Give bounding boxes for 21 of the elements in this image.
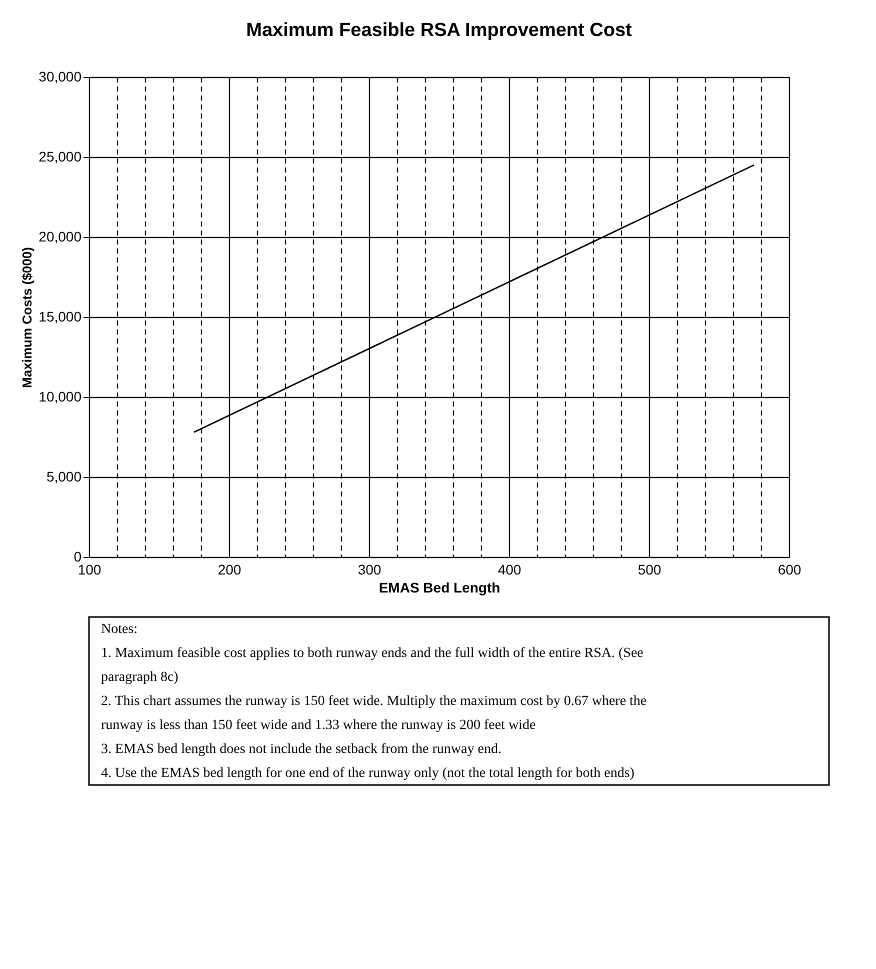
text: Notes: [101,622,138,637]
chart-title: Maximum Feasible RSA Improvement Cost [246,20,633,41]
x-tick-label: 300 [358,562,382,578]
y-axis-title: Maximum Costs ($000) [20,247,35,388]
text: 4. Use the EMAS bed length for one end of the runway only (not the total length for both ends) [101,766,635,781]
x-axis-title: EMAS Bed Length [378,580,500,596]
y-tick-label: 25,000 [38,148,82,164]
y-tick-label: 15,000 [38,308,82,324]
text: 1. Maximum feasible cost applies to both runway ends and the full width of the entire RSA. (See paragraph 8c) [101,646,644,685]
y-tick-label: 0 [74,548,82,564]
y-tick-label: 10,000 [38,388,82,404]
y-tick-label: 20,000 [38,228,82,244]
x-tick-label: 400 [498,562,522,578]
y-tick-label: 30,000 [38,68,82,84]
x-tick-label: 600 [778,562,802,578]
y-tick-label: 5,000 [46,468,82,484]
x-tick-label: 100 [78,562,102,578]
x-tick-label: 500 [638,562,662,578]
text: 3. EMAS bed length does not include the setback from the runway end. [101,742,502,757]
x-tick-label: 200 [218,562,242,578]
text: 2. This chart assumes the runway is 150 feet wide. Multiply the maximum cost by 0.67 where the runway is less than 150 feet wide and 1.33 where the runway is 200 feet wide [101,694,647,733]
